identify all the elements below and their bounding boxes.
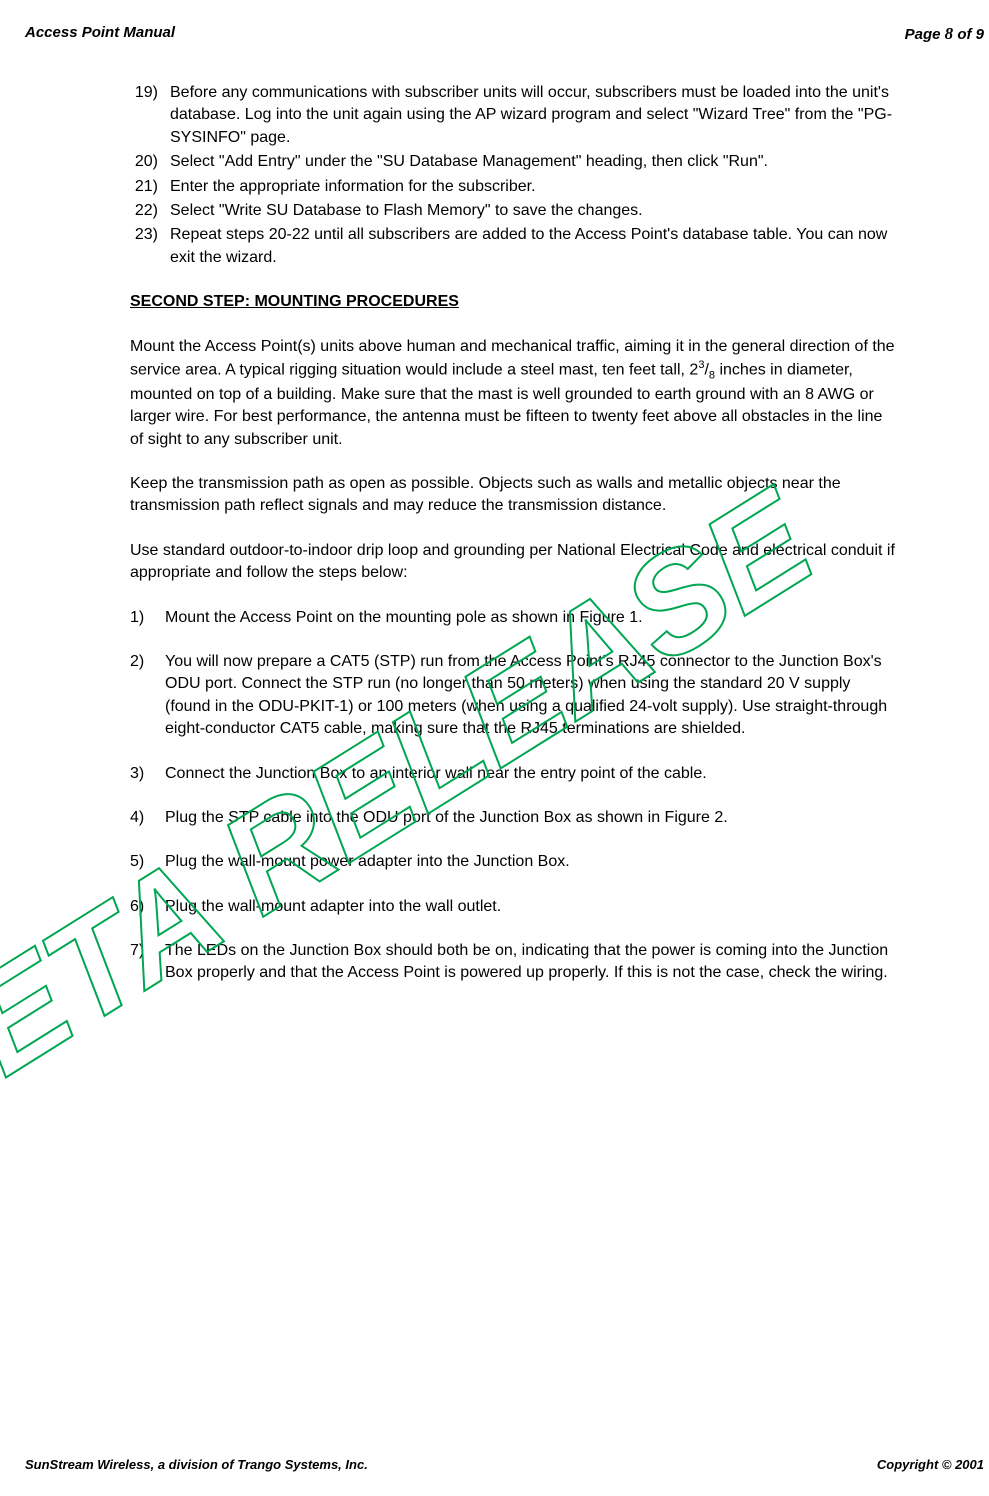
item-text: Repeat steps 20-22 until all subscribers… <box>170 224 899 269</box>
item-number: 21) <box>130 176 170 198</box>
item-text: Plug the wall-mount power adapter into t… <box>165 851 899 873</box>
first-numbered-list: 19)Before any communications with subscr… <box>130 82 899 269</box>
item-text: Enter the appropriate information for th… <box>170 176 899 198</box>
footer-left: SunStream Wireless, a division of Trango… <box>25 1457 368 1472</box>
list-item: 23)Repeat steps 20-22 until all subscrib… <box>130 224 899 269</box>
header-right: Page 8 of 9 <box>905 24 984 44</box>
item-number: 23) <box>130 224 170 269</box>
item-text: Select "Add Entry" under the "SU Databas… <box>170 151 899 173</box>
list-item: 2)You will now prepare a CAT5 (STP) run … <box>130 651 899 741</box>
list-item: 6)Plug the wall-mount adapter into the w… <box>130 896 899 918</box>
item-number: 1) <box>130 607 165 629</box>
item-number: 19) <box>130 82 170 149</box>
item-number: 7) <box>130 940 165 985</box>
item-text: Connect the Junction Box to an interior … <box>165 763 899 785</box>
list-item: 5)Plug the wall-mount power adapter into… <box>130 851 899 873</box>
page-header: Access Point Manual Page 8 of 9 <box>25 24 984 44</box>
item-text: You will now prepare a CAT5 (STP) run fr… <box>165 651 899 741</box>
list-item: 20)Select "Add Entry" under the "SU Data… <box>130 151 899 173</box>
list-item: 7)The LEDs on the Junction Box should bo… <box>130 940 899 985</box>
section-heading: SECOND STEP: MOUNTING PROCEDURES <box>130 291 899 313</box>
item-number: 4) <box>130 807 165 829</box>
item-text: The LEDs on the Junction Box should both… <box>165 940 899 985</box>
list-item: 1)Mount the Access Point on the mounting… <box>130 607 899 629</box>
item-text: Mount the Access Point on the mounting p… <box>165 607 899 629</box>
header-left: Access Point Manual <box>25 24 175 44</box>
item-number: 6) <box>130 896 165 918</box>
list-item: 22)Select "Write SU Database to Flash Me… <box>130 200 899 222</box>
item-number: 20) <box>130 151 170 173</box>
page-footer: SunStream Wireless, a division of Trango… <box>25 1457 984 1472</box>
paragraph-1: Mount the Access Point(s) units above hu… <box>130 336 899 451</box>
paragraph-3: Use standard outdoor-to-indoor drip loop… <box>130 540 899 585</box>
item-text: Plug the STP cable into the ODU port of … <box>165 807 899 829</box>
item-number: 2) <box>130 651 165 741</box>
item-text: Plug the wall-mount adapter into the wal… <box>165 896 899 918</box>
item-number: 22) <box>130 200 170 222</box>
item-number: 5) <box>130 851 165 873</box>
list-item: 4)Plug the STP cable into the ODU port o… <box>130 807 899 829</box>
footer-right: Copyright © 2001 <box>877 1457 984 1472</box>
main-content: 19)Before any communications with subscr… <box>130 82 899 985</box>
list-item: 21)Enter the appropriate information for… <box>130 176 899 198</box>
item-text: Select "Write SU Database to Flash Memor… <box>170 200 899 222</box>
item-number: 3) <box>130 763 165 785</box>
list-item: 3)Connect the Junction Box to an interio… <box>130 763 899 785</box>
list-item: 19)Before any communications with subscr… <box>130 82 899 149</box>
item-text: Before any communications with subscribe… <box>170 82 899 149</box>
second-numbered-list: 1)Mount the Access Point on the mounting… <box>130 607 899 985</box>
paragraph-2: Keep the transmission path as open as po… <box>130 473 899 518</box>
